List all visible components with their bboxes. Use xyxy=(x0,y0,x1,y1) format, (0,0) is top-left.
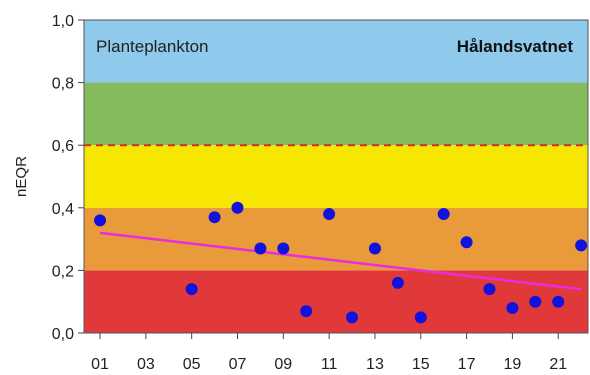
data-point xyxy=(231,201,244,214)
data-point xyxy=(94,214,107,227)
y-tick-label: 0,0 xyxy=(52,326,74,343)
x-axis: 01 03 05 07 09 11 13 15 17 19 21 xyxy=(91,333,567,373)
data-point xyxy=(208,211,221,224)
y-tick-label: 0,6 xyxy=(52,138,74,155)
x-tick-label: 09 xyxy=(274,356,292,373)
data-point xyxy=(323,208,336,221)
data-point xyxy=(346,311,359,324)
band-3 xyxy=(84,82,588,146)
x-tick-label: 13 xyxy=(366,356,384,373)
data-point xyxy=(552,295,565,308)
x-tick-label: 05 xyxy=(183,356,201,373)
data-point xyxy=(368,242,381,255)
trend-line xyxy=(99,231,582,291)
data-point xyxy=(460,236,473,249)
data-point xyxy=(575,239,588,252)
x-tick-label: 11 xyxy=(321,356,338,373)
y-axis: 0,0 0,2 0,4 0,6 0,8 1,0 xyxy=(52,13,84,343)
y-tick-label: 1,0 xyxy=(52,13,74,30)
x-tick-label: 19 xyxy=(504,356,522,373)
data-point xyxy=(254,242,267,255)
x-tick-label: 17 xyxy=(458,356,476,373)
x-tick-label: 07 xyxy=(229,356,247,373)
x-tick-label: 21 xyxy=(549,356,567,373)
data-point xyxy=(506,301,519,314)
y-tick-label: 0,4 xyxy=(52,201,74,218)
data-point xyxy=(300,305,313,318)
y-axis-label: nEQR xyxy=(13,156,30,197)
data-point xyxy=(391,276,404,289)
chart-subtitle: Hålandsvatnet xyxy=(457,37,574,56)
data-point xyxy=(529,295,542,308)
band-2 xyxy=(84,145,588,208)
plot-frame xyxy=(83,19,589,334)
x-tick-label: 01 xyxy=(91,356,109,373)
data-point xyxy=(414,311,427,324)
data-point xyxy=(437,208,450,221)
band-4 xyxy=(84,20,588,83)
data-point xyxy=(185,283,198,296)
data-point xyxy=(483,283,496,296)
data-points xyxy=(94,201,588,324)
x-tick-label: 15 xyxy=(412,356,430,373)
data-point xyxy=(277,242,290,255)
x-tick-label: 03 xyxy=(137,356,155,373)
y-tick-label: 0,8 xyxy=(52,76,74,93)
quality-bands xyxy=(84,20,588,333)
chart-title: Planteplankton xyxy=(96,37,208,56)
band-0 xyxy=(84,270,588,333)
y-tick-label: 0,2 xyxy=(52,263,74,280)
